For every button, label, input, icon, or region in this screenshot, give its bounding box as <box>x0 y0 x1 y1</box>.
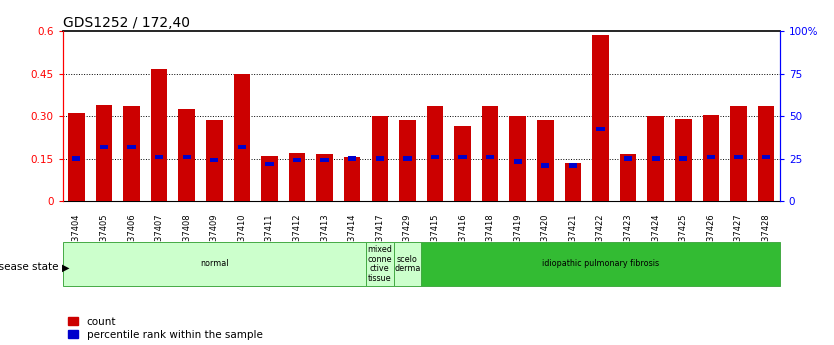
Bar <box>730 106 746 201</box>
Bar <box>63 241 366 286</box>
Bar <box>183 155 191 159</box>
Bar <box>537 120 554 201</box>
Bar <box>73 156 80 161</box>
Text: GSM37421: GSM37421 <box>569 214 577 259</box>
Bar <box>565 163 581 201</box>
Bar <box>261 156 278 201</box>
Text: GSM37413: GSM37413 <box>320 214 329 259</box>
Text: idiopathic pulmonary fibrosis: idiopathic pulmonary fibrosis <box>542 259 659 268</box>
Bar <box>293 158 301 162</box>
Bar <box>206 120 223 201</box>
Bar <box>348 156 356 161</box>
Text: GSM37429: GSM37429 <box>403 214 412 259</box>
Text: GSM37409: GSM37409 <box>210 214 219 259</box>
Bar <box>178 109 195 201</box>
Bar <box>96 105 113 201</box>
Text: GSM37427: GSM37427 <box>734 214 743 259</box>
Bar <box>514 159 522 164</box>
Bar <box>123 106 140 201</box>
Text: GSM37408: GSM37408 <box>182 214 191 259</box>
Bar <box>234 73 250 201</box>
Bar <box>238 145 246 149</box>
Bar <box>647 116 664 201</box>
Text: GSM37405: GSM37405 <box>99 214 108 259</box>
Bar <box>706 155 715 159</box>
Bar <box>592 35 609 201</box>
Text: GSM37425: GSM37425 <box>679 214 688 259</box>
Text: GSM37406: GSM37406 <box>127 214 136 259</box>
Text: GSM37419: GSM37419 <box>513 214 522 259</box>
Text: GSM37411: GSM37411 <box>265 214 274 259</box>
Bar <box>375 156 384 161</box>
Text: scelo
derma: scelo derma <box>394 255 420 273</box>
Text: GSM37424: GSM37424 <box>651 214 661 259</box>
Text: GDS1252 / 172,40: GDS1252 / 172,40 <box>63 16 189 30</box>
Bar <box>210 158 219 162</box>
Bar <box>679 156 687 161</box>
Bar <box>320 158 329 162</box>
Text: GSM37407: GSM37407 <box>154 214 163 259</box>
Bar <box>541 163 550 168</box>
Bar <box>455 126 471 201</box>
Text: GSM37414: GSM37414 <box>348 214 357 259</box>
Text: GSM37428: GSM37428 <box>761 214 771 259</box>
Legend: count, percentile rank within the sample: count, percentile rank within the sample <box>68 317 263 340</box>
Bar <box>68 113 84 201</box>
Bar <box>404 156 411 161</box>
Bar <box>431 155 440 159</box>
Bar <box>569 163 577 168</box>
Bar <box>620 154 636 201</box>
Bar <box>651 156 660 161</box>
Text: GSM37426: GSM37426 <box>706 214 716 259</box>
Bar <box>675 119 691 201</box>
Bar <box>486 155 495 159</box>
Text: GSM37420: GSM37420 <box>540 214 550 259</box>
Bar <box>100 145 108 149</box>
Bar <box>624 156 632 161</box>
Text: GSM37423: GSM37423 <box>624 214 632 259</box>
Text: GSM37416: GSM37416 <box>458 214 467 259</box>
Bar <box>394 241 421 286</box>
Text: GSM37412: GSM37412 <box>293 214 302 259</box>
Text: normal: normal <box>200 259 229 268</box>
Text: GSM37417: GSM37417 <box>375 214 384 259</box>
Bar <box>366 241 394 286</box>
Bar <box>316 154 333 201</box>
Bar <box>482 106 499 201</box>
Text: disease state: disease state <box>0 263 58 272</box>
Bar <box>155 155 163 159</box>
Bar <box>128 145 136 149</box>
Bar <box>371 116 388 201</box>
Bar <box>702 115 719 201</box>
Bar <box>421 241 780 286</box>
Text: GSM37422: GSM37422 <box>596 214 605 259</box>
Text: GSM37415: GSM37415 <box>430 214 440 259</box>
Bar <box>459 155 467 159</box>
Bar <box>510 116 526 201</box>
Bar <box>427 106 443 201</box>
Text: mixed
conne
ctive
tissue: mixed conne ctive tissue <box>367 245 392 283</box>
Bar <box>399 120 415 201</box>
Text: GSM37404: GSM37404 <box>72 214 81 259</box>
Bar <box>289 153 305 201</box>
Bar <box>734 155 742 159</box>
Bar <box>596 127 605 131</box>
Bar <box>151 69 168 201</box>
Text: ▶: ▶ <box>62 263 69 272</box>
Bar <box>265 162 274 167</box>
Text: GSM37410: GSM37410 <box>238 214 246 259</box>
Bar <box>762 155 770 159</box>
Text: GSM37418: GSM37418 <box>485 214 495 259</box>
Bar <box>344 157 360 201</box>
Bar <box>758 106 774 201</box>
